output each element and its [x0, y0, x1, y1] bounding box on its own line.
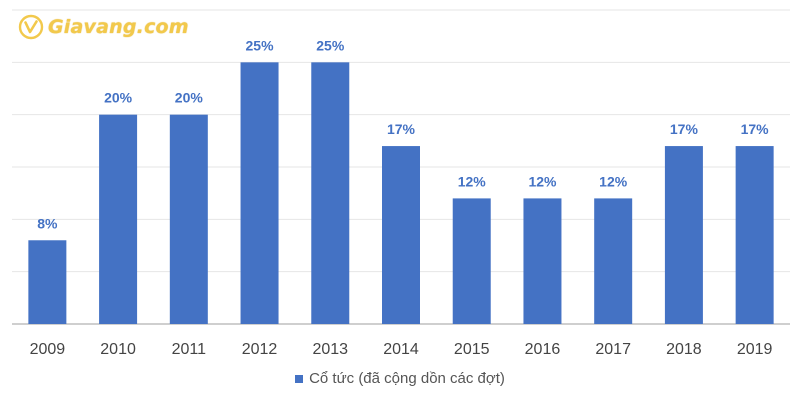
x-tick-label-2018: 2018 [666, 341, 702, 358]
x-tick-label-2014: 2014 [383, 341, 419, 358]
x-tick-label-2011: 2011 [172, 341, 207, 358]
data-label-2013: 25% [316, 37, 345, 53]
legend-label: Cổ tức (đã cộng dồn các đợt) [309, 370, 505, 387]
bar-2011 [169, 114, 208, 325]
data-label-2016: 12% [528, 173, 557, 189]
legend-swatch [295, 374, 304, 383]
bar-2013 [311, 62, 350, 324]
x-tick-label-2010: 2010 [100, 341, 136, 358]
data-label-2017: 12% [599, 173, 628, 189]
x-tick-label-2016: 2016 [525, 341, 561, 358]
data-label-2010: 20% [104, 90, 133, 106]
x-tick-label-2012: 2012 [242, 341, 278, 358]
data-label-2014: 17% [387, 121, 416, 137]
bar-2016 [523, 198, 562, 324]
bar-2017 [594, 198, 633, 324]
bar-2010 [99, 114, 138, 325]
bar-2019 [735, 146, 774, 324]
data-label-2012: 25% [246, 37, 275, 53]
data-label-2018: 17% [670, 121, 699, 137]
bar-2009 [28, 240, 67, 324]
chart-value-labels: 8% 20% 20% 25% 25% 17% 12% 12% 12% 17% 17% [37, 37, 769, 231]
brand-logo-text: Giavang.com [48, 16, 189, 38]
coin-logo-icon [18, 14, 44, 40]
chart-x-tick-labels: 2009 2010 2011 2012 2013 2014 2015 2016 2017 2018… [30, 341, 773, 358]
data-label-2011: 20% [175, 90, 204, 106]
bar-2012 [240, 62, 279, 324]
data-label-2015: 12% [458, 173, 487, 189]
bar-2014 [382, 146, 420, 324]
x-tick-label-2017: 2017 [595, 341, 631, 358]
brand-logo: Giavang.com [18, 12, 189, 42]
x-tick-label-2015: 2015 [454, 341, 490, 358]
x-tick-label-2013: 2013 [312, 341, 348, 358]
data-label-2019: 17% [741, 121, 770, 137]
x-tick-label-2009: 2009 [30, 341, 66, 358]
x-tick-label-2019: 2019 [737, 341, 773, 358]
bar-2018 [664, 146, 703, 324]
chart-legend: Cổ tức (đã cộng dồn các đợt) [0, 370, 800, 387]
data-label-2009: 8% [37, 215, 58, 231]
bar-2015 [452, 198, 491, 324]
chart-bars [28, 62, 774, 325]
